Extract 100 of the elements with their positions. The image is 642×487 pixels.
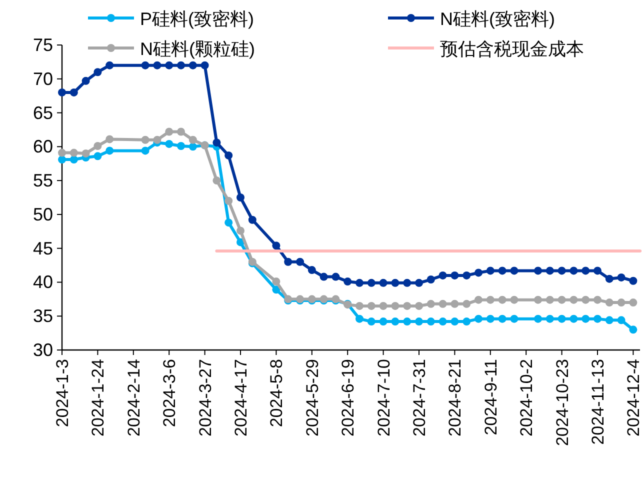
point — [403, 318, 412, 326]
y-tick-label: 65 — [32, 102, 53, 123]
point — [594, 314, 602, 323]
legend-label: 预估含税现金成本 — [440, 39, 584, 59]
point — [236, 226, 244, 235]
point — [462, 271, 471, 280]
point — [70, 156, 78, 164]
point — [558, 296, 566, 304]
point — [462, 300, 471, 308]
point — [582, 266, 590, 275]
point — [426, 318, 435, 326]
y-tick-label: 75 — [32, 35, 53, 55]
point — [570, 314, 578, 323]
point — [153, 136, 162, 144]
point — [82, 76, 90, 85]
point — [308, 266, 316, 274]
legend-label: N硅料(致密料) — [440, 9, 555, 29]
y-tick-label: 50 — [32, 204, 53, 224]
point — [367, 318, 376, 326]
point — [582, 296, 590, 304]
point — [617, 316, 626, 324]
point — [558, 266, 566, 275]
point — [153, 61, 162, 70]
y-tick-label: 60 — [32, 136, 53, 157]
point — [403, 302, 412, 310]
point — [546, 266, 554, 275]
point — [474, 314, 482, 323]
legend-label: P硅料(致密料) — [140, 9, 254, 29]
point — [296, 258, 304, 266]
point — [391, 278, 400, 287]
point — [248, 216, 256, 224]
point — [177, 142, 185, 150]
point — [344, 278, 352, 286]
point — [486, 266, 494, 275]
point — [379, 318, 388, 326]
point — [379, 302, 388, 310]
point — [605, 298, 614, 307]
point — [534, 314, 542, 323]
point — [582, 314, 590, 323]
point — [236, 194, 244, 202]
point — [272, 286, 280, 294]
point — [177, 61, 185, 70]
x-tick-label: 2024-3-27 — [196, 359, 215, 437]
x-tick-label: 2024-8-21 — [446, 359, 465, 437]
x-tick-label: 2024-10-2 — [517, 359, 536, 437]
point — [617, 273, 626, 282]
x-tick-label: 2024-5-8 — [267, 359, 286, 428]
point — [486, 296, 494, 304]
point — [462, 318, 471, 326]
x-tick-label: 2024-5-29 — [302, 359, 322, 437]
y-tick-label: 45 — [32, 238, 53, 258]
point — [212, 138, 221, 147]
point — [320, 272, 328, 281]
point — [498, 314, 506, 323]
point — [70, 148, 78, 157]
point — [546, 296, 554, 304]
point — [188, 61, 197, 70]
point — [58, 88, 66, 96]
point — [629, 326, 638, 334]
x-tick-label: 2024-3-6 — [160, 359, 180, 428]
point — [106, 146, 114, 155]
point — [415, 302, 423, 310]
point — [403, 278, 412, 287]
point — [426, 300, 435, 308]
point — [200, 61, 209, 70]
point — [70, 88, 78, 96]
point — [224, 151, 233, 160]
point — [94, 152, 102, 160]
point — [415, 278, 423, 287]
point — [58, 148, 66, 157]
x-tick-label: 2024-1-24 — [88, 359, 108, 437]
point — [141, 146, 150, 155]
point — [510, 314, 518, 323]
point — [450, 271, 459, 280]
point — [450, 300, 459, 308]
point — [141, 61, 150, 70]
x-tick-label: 2024-9-11 — [481, 359, 500, 436]
point — [570, 296, 578, 304]
point — [498, 266, 506, 275]
point — [474, 296, 482, 304]
point — [165, 61, 174, 70]
point — [106, 61, 114, 70]
point — [165, 128, 174, 136]
y-tick-label: 35 — [32, 306, 53, 326]
point — [415, 318, 423, 326]
point — [224, 196, 233, 205]
y-tick-label: 30 — [32, 340, 53, 360]
x-tick-label: 2024-6-19 — [338, 359, 358, 437]
point — [534, 296, 542, 304]
point — [141, 136, 150, 144]
point — [510, 296, 518, 304]
point — [224, 218, 233, 227]
point — [367, 302, 376, 310]
point — [450, 318, 459, 326]
point — [165, 140, 174, 148]
y-tick-label: 55 — [32, 170, 53, 191]
x-tick-label: 2024-4-17 — [232, 359, 250, 437]
point — [367, 278, 376, 287]
legend-label: N硅料(颗粒硅) — [140, 39, 255, 59]
point — [356, 278, 364, 287]
